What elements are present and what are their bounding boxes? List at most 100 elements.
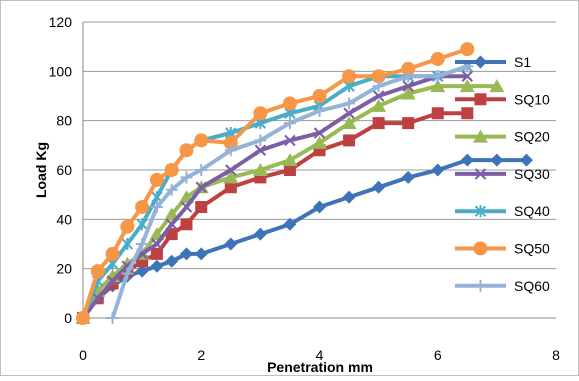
data-point-s1 <box>253 227 267 241</box>
marker-stroke <box>225 164 237 176</box>
data-point-sq60 <box>343 97 356 110</box>
data-point-sq50 <box>460 42 475 57</box>
data-point-sq20 <box>223 170 239 184</box>
x-tick-label: 4 <box>316 347 324 363</box>
data-point-sq10 <box>224 181 237 194</box>
marker-stroke <box>195 181 207 193</box>
legend-item-sq60: SQ60 <box>455 278 550 294</box>
marker-stroke <box>165 218 178 230</box>
data-point-sq30 <box>461 70 474 82</box>
data-point-sq30 <box>92 292 104 304</box>
legend-label: SQ40 <box>514 203 550 219</box>
data-point-sq60 <box>372 80 385 93</box>
marker-stroke <box>284 134 296 147</box>
data-point-sq10 <box>195 201 208 213</box>
x-axis-title: Penetration mm <box>267 359 373 375</box>
legend-item-sq30: SQ30 <box>455 166 550 182</box>
data-point-sq10 <box>343 134 356 147</box>
data-point-sq30 <box>254 144 267 156</box>
data-point-sq30 <box>165 218 178 230</box>
data-point-sq50 <box>90 264 105 279</box>
data-point-s1 <box>283 217 297 231</box>
data-point-sq40 <box>121 238 134 250</box>
legend-item-sq10: SQ10 <box>455 91 550 107</box>
data-point-sq30 <box>343 107 355 119</box>
data-point-sq60 <box>283 117 296 130</box>
marker-stroke <box>180 201 193 213</box>
data-point-s1 <box>372 180 386 194</box>
marker-stroke <box>136 248 148 260</box>
data-point-sq30 <box>313 127 326 139</box>
data-point-sq10 <box>461 107 474 120</box>
marker-stroke <box>313 127 326 139</box>
data-point-sq60 <box>150 201 163 213</box>
data-point-s1 <box>165 254 179 268</box>
data-point-sq50 <box>223 135 238 150</box>
data-point-sq60 <box>121 267 134 280</box>
marker-stroke <box>106 275 119 287</box>
data-point-sq10 <box>372 117 385 130</box>
legend-swatch-marker <box>474 55 487 69</box>
series-line-sq60 <box>110 64 468 319</box>
marker-stroke <box>151 238 163 250</box>
legend-label: SQ30 <box>514 166 550 182</box>
marker-stroke <box>372 90 385 102</box>
y-tick-label: 60 <box>56 162 72 178</box>
marker-stroke <box>474 168 487 180</box>
data-point-sq10 <box>431 107 444 120</box>
data-point-sq60 <box>106 312 119 324</box>
legend-label: SQ10 <box>514 91 550 107</box>
legend-label: SQ60 <box>514 278 550 294</box>
data-point-sq20 <box>400 86 416 100</box>
data-point-sq60 <box>195 164 208 176</box>
x-tick-label: 0 <box>79 347 87 363</box>
data-point-sq30 <box>225 164 237 176</box>
data-point-sq20 <box>459 79 475 93</box>
data-point-sq40 <box>136 218 148 231</box>
data-point-sq20 <box>252 163 268 176</box>
data-point-sq50 <box>430 52 445 66</box>
data-point-sq30 <box>180 201 193 213</box>
y-tick-label: 100 <box>49 63 73 79</box>
data-point-s1 <box>224 237 238 251</box>
legend-swatch-marker <box>473 129 488 143</box>
data-point-sq60 <box>165 183 178 196</box>
y-tick-label: 0 <box>64 310 72 326</box>
marker-stroke <box>402 80 414 92</box>
data-point-sq30 <box>402 80 414 92</box>
data-point-sq50 <box>371 69 386 84</box>
y-tick-label: 40 <box>56 211 72 227</box>
data-point-sq60 <box>254 134 267 147</box>
series-layer <box>75 42 533 325</box>
data-point-sq50 <box>282 96 297 111</box>
data-point-s1 <box>194 247 208 261</box>
data-point-sq30 <box>372 90 385 102</box>
data-point-sq60 <box>313 104 326 117</box>
data-point-s1 <box>519 153 533 167</box>
data-point-sq60 <box>224 144 237 157</box>
series-sq60 <box>106 60 474 324</box>
legend-item-sq40: SQ40 <box>455 203 550 219</box>
legend-label: S1 <box>514 54 531 70</box>
data-point-sq10 <box>283 164 296 176</box>
data-point-sq20 <box>282 153 298 167</box>
legend-swatch-marker <box>474 205 487 218</box>
data-point-s1 <box>401 170 415 184</box>
data-point-sq50 <box>164 163 179 177</box>
data-point-sq10 <box>180 218 193 231</box>
data-point-s1 <box>150 259 164 273</box>
marker-stroke <box>461 70 474 82</box>
x-tick-label: 8 <box>552 347 560 363</box>
data-point-sq50 <box>76 311 90 325</box>
data-point-sq20 <box>430 79 446 93</box>
data-point-s1 <box>431 163 445 177</box>
axes <box>82 22 556 319</box>
y-tick-label: 20 <box>56 261 72 277</box>
data-point-sq60 <box>402 70 415 83</box>
legend-item-s1: S1 <box>455 54 531 70</box>
data-point-sq30 <box>284 134 296 147</box>
legend-item-sq50: SQ50 <box>455 241 550 257</box>
data-point-s1 <box>179 247 193 261</box>
